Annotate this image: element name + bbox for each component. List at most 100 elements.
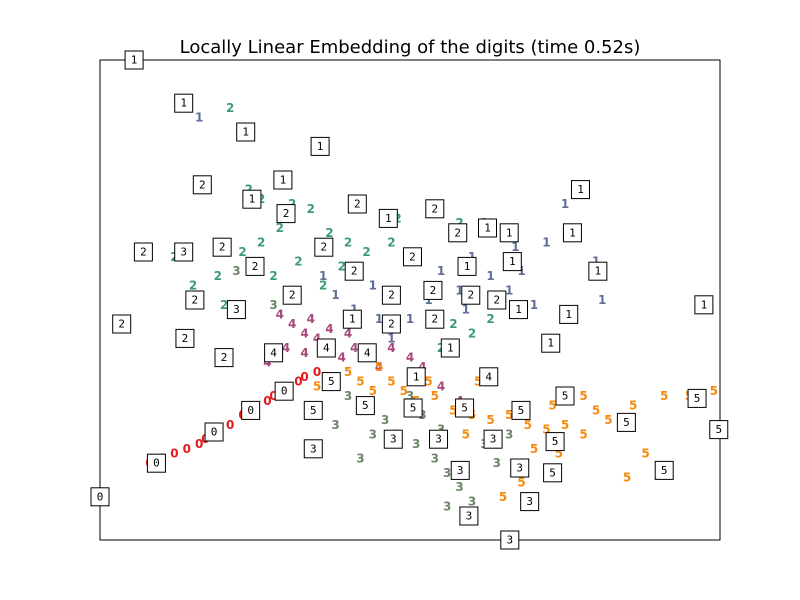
digit-point-1: 1	[369, 279, 377, 293]
digit-thumbnail: 1	[242, 189, 262, 209]
digit-point-5: 5	[548, 399, 556, 413]
digit-point-3: 3	[505, 427, 513, 441]
thumbnail-digit-2: 2	[199, 178, 206, 191]
thumbnail-frame	[562, 223, 582, 243]
thumbnail-digit-5: 5	[518, 404, 525, 417]
digit-thumbnail: 2	[212, 237, 232, 257]
thumbnail-digit-5: 5	[328, 375, 335, 388]
digit-point-4: 4	[406, 351, 414, 365]
digit-thumbnail: 1	[124, 50, 144, 70]
thumbnail-digit-4: 4	[485, 370, 492, 383]
thumbnail-digit-4: 4	[270, 346, 277, 359]
digit-thumbnail: 2	[402, 247, 422, 267]
digit-thumbnail: 0	[241, 400, 261, 420]
digit-point-3: 3	[381, 413, 389, 427]
thumbnail-frame	[455, 398, 475, 418]
thumbnail-digit-2: 2	[454, 226, 461, 239]
digit-point-5: 5	[344, 365, 352, 379]
digit-point-3: 3	[437, 423, 445, 437]
digit-thumbnail: 1	[342, 309, 362, 329]
thumbnail-frame	[316, 338, 336, 358]
digit-point-0: 0	[195, 437, 203, 451]
thumbnail-frame	[344, 261, 364, 281]
digit-point-4: 4	[418, 360, 426, 374]
digit-thumbnail: 0	[274, 381, 294, 401]
axes-frame	[99, 59, 721, 541]
digit-point-3: 3	[356, 451, 364, 465]
thumbnail-frame	[588, 261, 608, 281]
digit-point-1: 1	[468, 250, 476, 264]
thumbnail-digit-0: 0	[97, 490, 104, 503]
thumbnail-digit-1: 1	[280, 174, 287, 187]
thumbnail-frame	[571, 180, 590, 200]
digit-point-1: 1	[486, 269, 494, 283]
thumbnail-frame	[555, 386, 575, 406]
digit-point-4: 4	[300, 327, 308, 341]
thumbnail-digit-0: 0	[281, 385, 288, 398]
thumbnail-frame	[381, 314, 401, 334]
thumbnail-frame	[450, 460, 470, 480]
digit-point-3: 3	[455, 480, 463, 494]
digit-thumbnail: 3	[483, 429, 503, 449]
digit-point-1: 1	[331, 288, 339, 302]
thumbnail-digit-2: 2	[289, 289, 296, 302]
thumbnail-digit-5: 5	[694, 392, 701, 405]
digit-thumbnail: 2	[381, 314, 401, 334]
thumbnail-digit-3: 3	[180, 246, 187, 259]
digit-point-3: 3	[431, 451, 439, 465]
digit-thumbnail: 5	[455, 398, 475, 418]
digit-thumbnail: 1	[502, 252, 522, 272]
digit-point-2: 2	[245, 183, 253, 197]
thumbnail-digit-5: 5	[562, 390, 569, 403]
thumbnail-digit-1: 1	[385, 212, 392, 225]
digit-thumbnail: 2	[487, 290, 507, 310]
digit-thumbnail: 3	[510, 458, 530, 478]
digit-thumbnail: 4	[357, 343, 377, 363]
thumbnail-digit-5: 5	[715, 423, 722, 436]
thumbnail-digit-1: 1	[413, 370, 420, 383]
digit-point-5: 5	[710, 384, 718, 398]
thumbnail-frame	[423, 280, 443, 300]
digit-point-4: 4	[387, 341, 395, 355]
digit-point-1: 1	[505, 283, 513, 297]
thumbnail-digit-3: 3	[466, 510, 473, 523]
thumbnail-digit-3: 3	[516, 462, 523, 475]
digit-thumbnail: 3	[459, 506, 479, 526]
thumbnail-frame	[402, 247, 422, 267]
thumbnail-digit-1: 1	[349, 313, 356, 326]
digit-thumbnail: 0	[90, 487, 110, 507]
thumbnail-frame	[214, 348, 234, 368]
digit-point-1: 1	[406, 312, 414, 326]
thumbnail-digit-3: 3	[490, 433, 497, 446]
thumbnail-frame	[192, 175, 212, 195]
thumbnail-frame	[133, 242, 153, 262]
thumbnail-frame	[342, 309, 362, 329]
digit-point-2: 2	[257, 235, 265, 249]
thumbnail-frame	[355, 396, 375, 416]
thumbnail-digit-5: 5	[461, 402, 468, 415]
thumbnail-digit-1: 1	[447, 342, 454, 355]
digit-point-2: 2	[288, 197, 296, 211]
thumbnail-frame	[381, 285, 401, 305]
thumbnail-digit-1: 1	[701, 298, 708, 311]
digit-point-3: 3	[232, 264, 240, 278]
digit-point-2: 2	[449, 317, 457, 331]
digit-thumbnail: 5	[545, 432, 565, 452]
thumbnail-frame	[174, 93, 194, 113]
digit-point-1: 1	[462, 303, 470, 317]
digit-point-2: 2	[362, 245, 370, 259]
digit-point-5: 5	[431, 389, 439, 403]
digit-point-3: 3	[344, 389, 352, 403]
thumbnail-digit-2: 2	[493, 294, 500, 307]
digit-thumbnail: 2	[381, 285, 401, 305]
digit-point-5: 5	[369, 384, 377, 398]
digit-point-3: 3	[493, 456, 501, 470]
thumbnail-digit-2: 2	[321, 241, 328, 254]
thumbnail-frame	[204, 422, 224, 442]
digit-point-3: 3	[269, 298, 277, 312]
thumbnail-frame	[440, 338, 460, 358]
digit-point-5: 5	[579, 427, 587, 441]
digit-point-2: 2	[294, 255, 302, 269]
digit-point-3: 3	[406, 389, 414, 403]
digit-thumbnail: 4	[264, 343, 284, 363]
